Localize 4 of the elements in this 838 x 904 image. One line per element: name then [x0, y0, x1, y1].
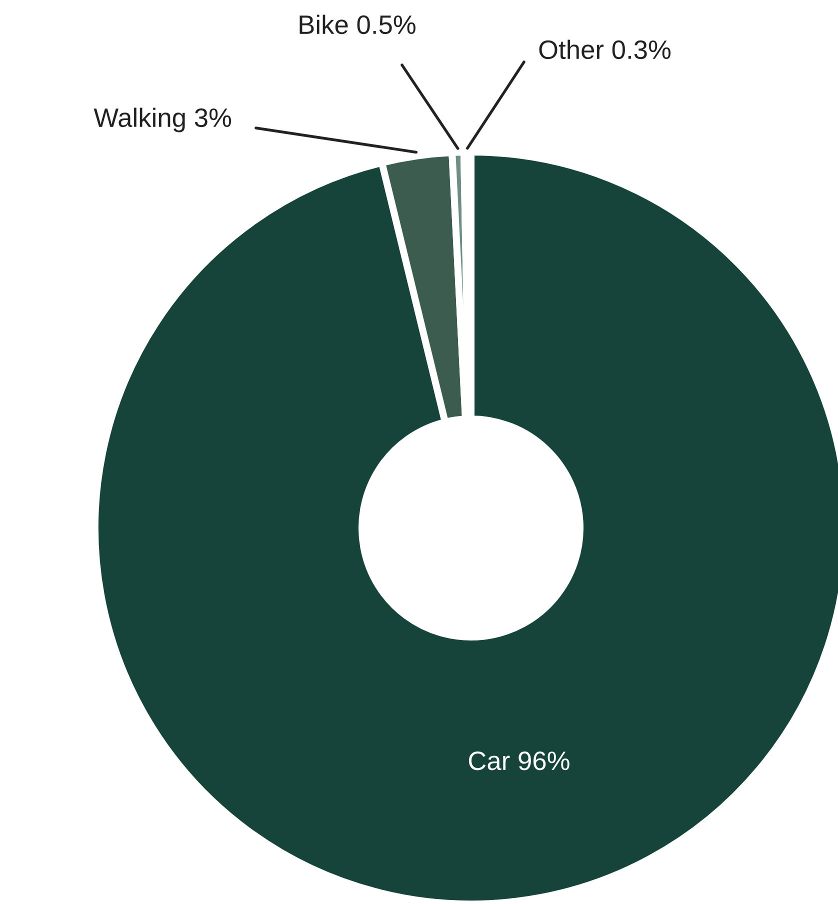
- slice-label: Car 96%: [468, 752, 570, 770]
- slice-label: Walking 3%: [94, 108, 232, 132]
- slice-label: Other 0.3%: [539, 40, 671, 60]
- slice-label: Bike 0.5%: [300, 14, 416, 34]
